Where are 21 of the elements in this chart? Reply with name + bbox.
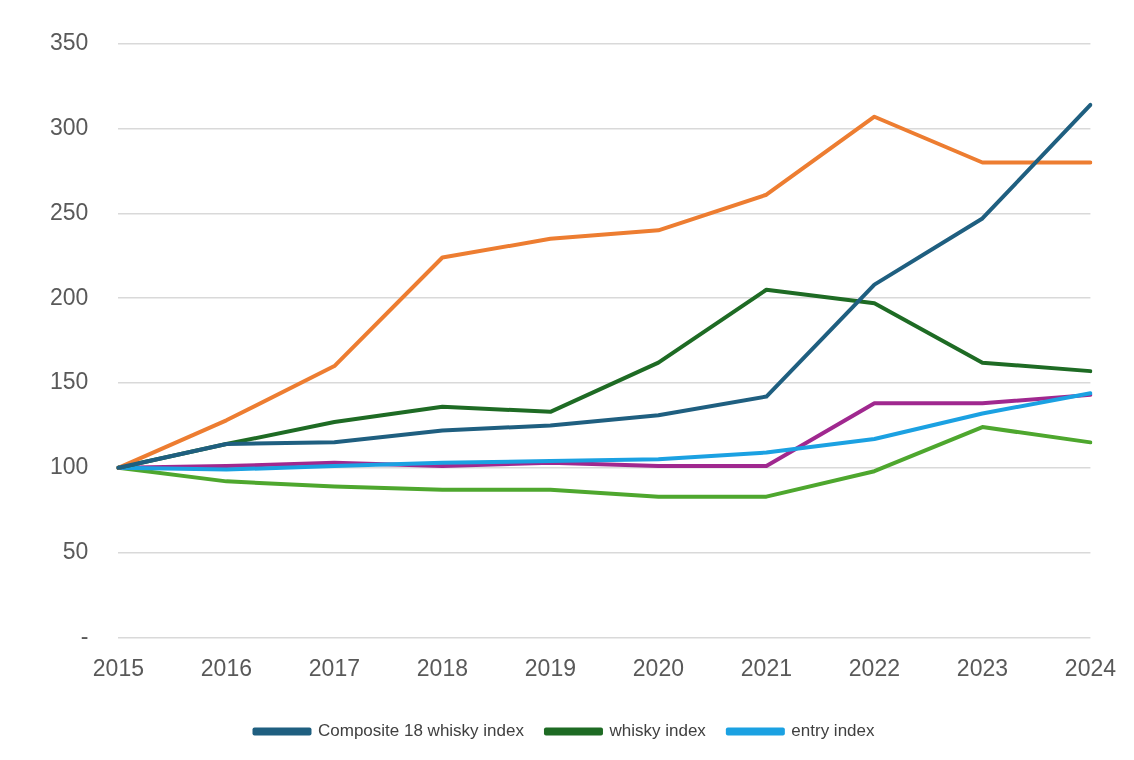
legend-label: whisky index xyxy=(608,721,707,741)
y-tick-label: - xyxy=(80,622,89,649)
x-tick-label: 2018 xyxy=(416,654,468,681)
x-tick-label: 2016 xyxy=(200,654,252,681)
x-tick-label: 2015 xyxy=(92,654,144,681)
x-tick-label: 2022 xyxy=(848,654,900,681)
y-tick-label: 200 xyxy=(50,283,89,310)
x-tick-label: 2017 xyxy=(308,654,360,681)
y-tick-label: 150 xyxy=(50,368,89,395)
y-tick-label: 300 xyxy=(50,113,89,140)
y-tick-label: 50 xyxy=(62,537,89,564)
y-tick-label: 100 xyxy=(50,453,89,480)
x-tick-label: 2023 xyxy=(956,654,1008,681)
legend-label: entry index xyxy=(791,721,876,741)
legend-label: Composite 18 whisky index xyxy=(317,721,525,741)
y-tick-label: 350 xyxy=(50,29,89,56)
x-tick-label: 2024 xyxy=(1064,654,1117,681)
x-tick-label: 2019 xyxy=(524,654,576,681)
y-tick-label: 250 xyxy=(50,198,89,225)
x-tick-label: 2021 xyxy=(740,654,792,681)
x-tick-label: 2020 xyxy=(632,654,684,681)
